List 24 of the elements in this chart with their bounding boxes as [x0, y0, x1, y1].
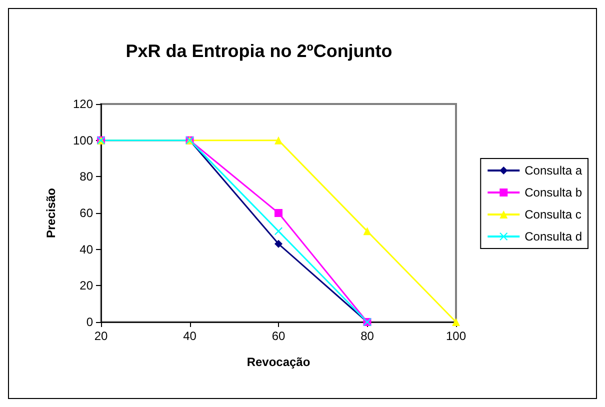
point — [274, 240, 282, 248]
x-tick-label: 40 — [183, 329, 197, 343]
y-tick-label: 20 — [80, 278, 94, 293]
point — [274, 209, 282, 217]
point — [274, 227, 282, 236]
y-tick-label: 120 — [72, 97, 94, 111]
chart-title: PxR da Entropia no 2ºConjunto — [126, 41, 392, 61]
y-tick-label: 100 — [72, 133, 94, 148]
point — [363, 227, 372, 236]
legend-label: Consulta b — [524, 186, 582, 200]
y-tick-label: 80 — [80, 170, 94, 184]
y-axis-title: Precisão — [44, 188, 58, 238]
y-tick-label: 60 — [80, 206, 94, 220]
legend-label: Consulta a — [524, 164, 582, 178]
y-tick-label: 0 — [86, 315, 94, 329]
y-tick-label: 40 — [80, 242, 94, 256]
x-tick-label: 20 — [94, 329, 108, 343]
x-tick-label: 60 — [272, 329, 286, 343]
x-tick-label: 100 — [446, 329, 466, 343]
x-axis-title: Revocação — [246, 355, 310, 369]
x-tick-label: 80 — [360, 329, 374, 343]
point — [274, 136, 282, 144]
legend-label: Consulta c — [524, 208, 582, 222]
legend-label: Consulta d — [524, 230, 582, 244]
